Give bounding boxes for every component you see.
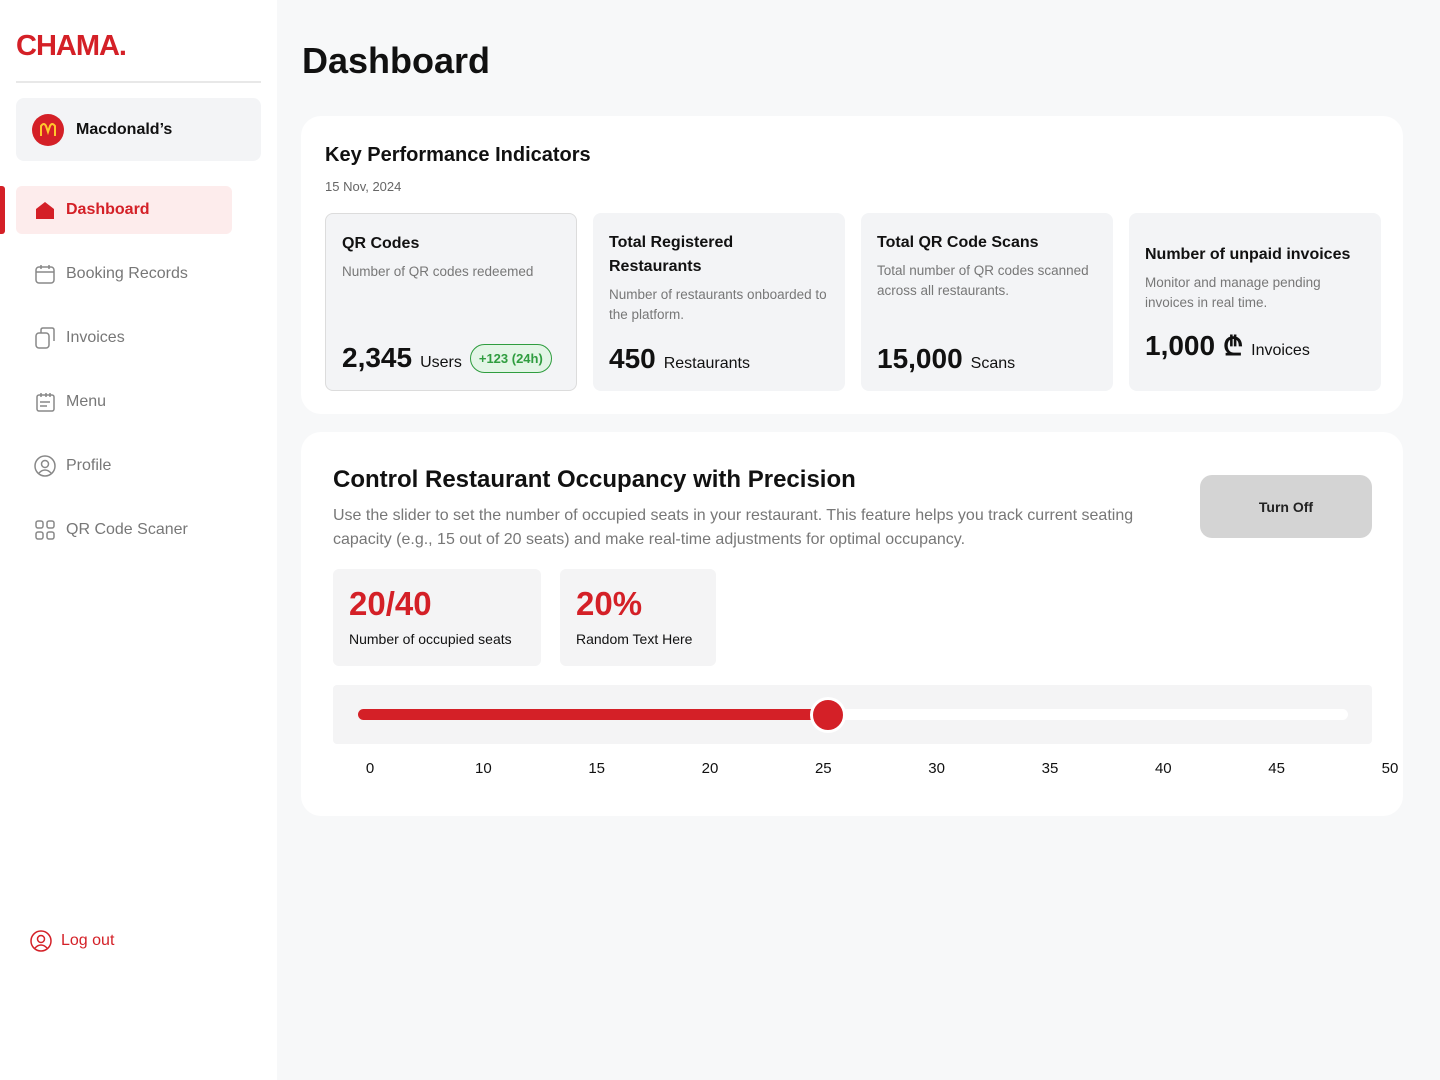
slider-tick-label: 40: [1154, 760, 1172, 777]
slider-thumb[interactable]: [810, 697, 846, 733]
card-value: 450: [609, 343, 656, 374]
kpi-card: Number of unpaid invoices Monitor and ma…: [1129, 213, 1381, 391]
slider-tick-label: 20: [701, 760, 719, 777]
account-avatar: [32, 113, 64, 146]
stat-value: 20%: [576, 585, 643, 622]
nav-item[interactable]: Invoices: [0, 314, 277, 362]
nav-label: Menu: [66, 393, 107, 410]
nav-icon: [36, 202, 54, 219]
nav-label: Profile: [66, 457, 112, 474]
card-value-row: 1,000 ₾ Invoices: [1145, 327, 1310, 363]
slider-tick-label: 50: [1381, 760, 1399, 777]
card-unit: Scans: [970, 355, 1016, 372]
nav-icon: [36, 393, 55, 412]
card-unit: Users: [420, 354, 462, 371]
card-description: Total number of QR codes scanned across …: [877, 263, 1089, 298]
slider-tick-label: 45: [1268, 760, 1285, 777]
nav-label: QR Code Scaner: [66, 521, 188, 538]
occupancy-title: Control Restaurant Occupancy with Precis…: [333, 466, 856, 493]
slider-tick-label: 15: [588, 760, 605, 777]
kpi-card: Total QR Code Scans Total number of QR c…: [861, 213, 1113, 391]
card-value-row: 450 Restaurants: [609, 343, 750, 375]
nav-icon: [34, 455, 56, 477]
stat-value: 20/40: [349, 585, 432, 622]
occupancy-description: Use the slider to set the number of occu…: [333, 507, 1134, 548]
logout-label: Log out: [61, 932, 115, 949]
account-name: Macdonald’s: [76, 120, 173, 138]
nav-icon: [35, 327, 55, 349]
nav: Dashboard Booking Records Invoices Menu …: [0, 186, 277, 570]
kpi-title: Key Performance Indicators: [325, 144, 591, 166]
card-description: Number of restaurants onboarded to the p…: [609, 287, 827, 322]
stat-label: Number of occupied seats: [349, 631, 512, 647]
slider-fill: [358, 709, 828, 720]
card-description: Monitor and manage pending invoices in r…: [1145, 275, 1321, 310]
nav-icon: [35, 265, 55, 284]
sidebar: CHAMA. Macdonald’s Dashboard Booking Rec…: [0, 0, 277, 1080]
account-switcher[interactable]: Macdonald’s: [16, 98, 261, 161]
card-value: 15,000: [877, 343, 963, 374]
nav-icon: [35, 520, 55, 540]
card-unit: Invoices: [1251, 342, 1310, 359]
logo[interactable]: CHAMA.: [16, 30, 127, 62]
card-title: QR Codes: [342, 235, 420, 252]
logout[interactable]: Log out: [30, 930, 114, 952]
slider-tick-label: 0: [365, 760, 375, 777]
card-value-row: 2,345 Users +123 (24h): [342, 342, 552, 374]
card-currency: ₾: [1223, 331, 1244, 361]
card-value: 1,000: [1145, 330, 1216, 361]
kpi-cards: QR Codes Number of QR codes redeemed 2,3…: [325, 213, 1381, 391]
kpi-panel: Key Performance Indicators 15 Nov, 2024 …: [301, 116, 1403, 414]
nav-item[interactable]: Profile: [0, 442, 277, 490]
card-description: Number of QR codes redeemed: [342, 264, 534, 279]
divider: [16, 81, 261, 83]
slider-ticks: 0 10 15 20 25 30 35 40 45 50: [355, 760, 1405, 777]
nav-label: Invoices: [66, 329, 125, 346]
nav-item[interactable]: Menu: [0, 378, 277, 426]
occupancy-panel: Control Restaurant Occupancy with Precis…: [301, 432, 1403, 816]
logout-icon: [30, 930, 52, 952]
occupancy-slider[interactable]: [333, 685, 1372, 744]
stat-box: 20% Random Text Here: [560, 569, 716, 666]
card-value: 2,345: [342, 342, 413, 373]
slider-tick-label: 10: [474, 760, 492, 777]
kpi-card: Total Registered Restaurants Number of r…: [593, 213, 845, 391]
slider-tick-label: 35: [1041, 760, 1059, 777]
slider-tick-label: 30: [928, 760, 945, 777]
nav-item[interactable]: Dashboard: [0, 186, 277, 234]
card-title: Total Registered Restaurants: [609, 234, 734, 275]
page-title: Dashboard: [302, 40, 491, 81]
card-unit: Restaurants: [663, 355, 750, 372]
card-badge: +123 (24h): [469, 343, 552, 373]
nav-label: Booking Records: [66, 265, 188, 282]
kpi-date: 15 Nov, 2024: [325, 179, 402, 194]
card-title: Total QR Code Scans: [877, 234, 1039, 251]
stat-label: Random Text Here: [576, 631, 693, 647]
nav-item[interactable]: QR Code Scaner: [0, 506, 277, 554]
slider-track: [358, 709, 1348, 720]
card-value-row: 15,000 Scans: [877, 343, 1015, 375]
nav-item[interactable]: Booking Records: [0, 250, 277, 298]
nav-label: Dashboard: [66, 201, 150, 218]
kpi-card: QR Codes Number of QR codes redeemed 2,3…: [325, 213, 577, 391]
slider-tick-label: 25: [814, 760, 832, 777]
stat-box: 20/40 Number of occupied seats: [333, 569, 541, 666]
card-title: Number of unpaid invoices: [1145, 246, 1351, 263]
turn-off-button[interactable]: Turn Off: [1200, 475, 1372, 538]
